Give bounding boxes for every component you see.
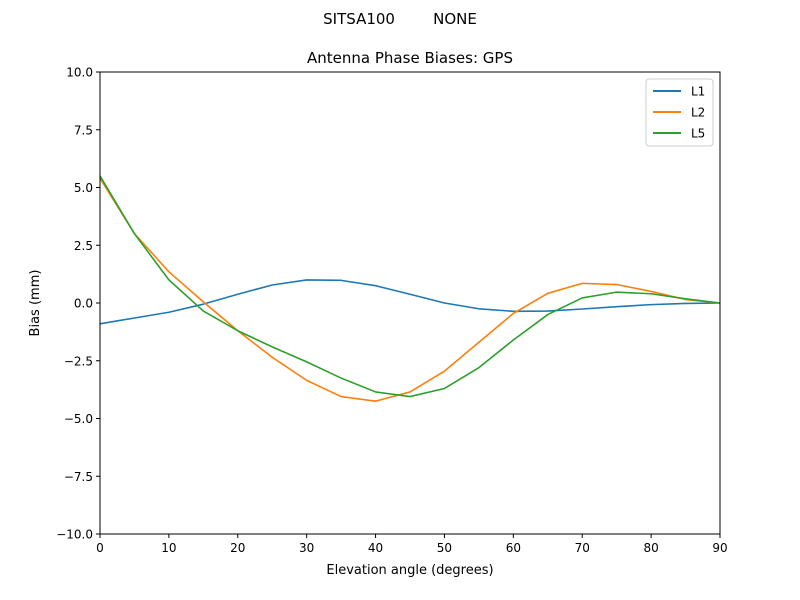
x-tick-label: 30 bbox=[299, 541, 314, 555]
series-line-l2 bbox=[99, 177, 721, 402]
y-tick-label: 5.0 bbox=[74, 181, 93, 195]
legend-label-l1: L1 bbox=[691, 85, 705, 99]
x-tick-label: 0 bbox=[96, 541, 104, 555]
x-tick-label: 20 bbox=[230, 541, 245, 555]
legend-label-l2: L2 bbox=[691, 106, 705, 120]
legend: L1 L2 L5 bbox=[645, 78, 714, 147]
plot-frame bbox=[99, 71, 721, 535]
x-axis-ticks: 0 10 20 30 40 50 60 70 80 90 bbox=[96, 534, 728, 555]
y-axis-ticks: −10.0 −7.5 −5.0 −2.5 0.0 2.5 5.0 7.5 10.0 bbox=[56, 66, 100, 542]
chart-title: Antenna Phase Biases: GPS bbox=[307, 49, 513, 67]
y-tick-label: −7.5 bbox=[64, 470, 93, 484]
y-tick-label: 7.5 bbox=[74, 123, 93, 137]
x-tick-label: 70 bbox=[575, 541, 590, 555]
x-tick-label: 60 bbox=[506, 541, 521, 555]
x-axis-label: Elevation angle (degrees) bbox=[326, 563, 493, 578]
y-tick-label: 0.0 bbox=[74, 297, 93, 311]
x-tick-label: 50 bbox=[437, 541, 452, 555]
y-tick-label: 2.5 bbox=[74, 239, 93, 253]
x-tick-label: 10 bbox=[161, 541, 176, 555]
figure-suptitle: SITSA100 NONE bbox=[323, 10, 477, 28]
legend-label-l5: L5 bbox=[691, 127, 705, 141]
series-line-l1 bbox=[99, 279, 721, 325]
x-tick-label: 40 bbox=[368, 541, 383, 555]
y-tick-label: −5.0 bbox=[64, 412, 93, 426]
y-tick-label: −2.5 bbox=[64, 354, 93, 368]
y-tick-label: −10.0 bbox=[56, 528, 93, 542]
x-tick-label: 90 bbox=[712, 541, 727, 555]
y-axis-label: Bias (mm) bbox=[28, 270, 43, 337]
y-tick-label: 10.0 bbox=[66, 66, 93, 80]
series-layer bbox=[99, 175, 721, 402]
x-tick-label: 80 bbox=[643, 541, 658, 555]
series-line-l5 bbox=[99, 175, 721, 398]
plot-area bbox=[100, 72, 720, 534]
